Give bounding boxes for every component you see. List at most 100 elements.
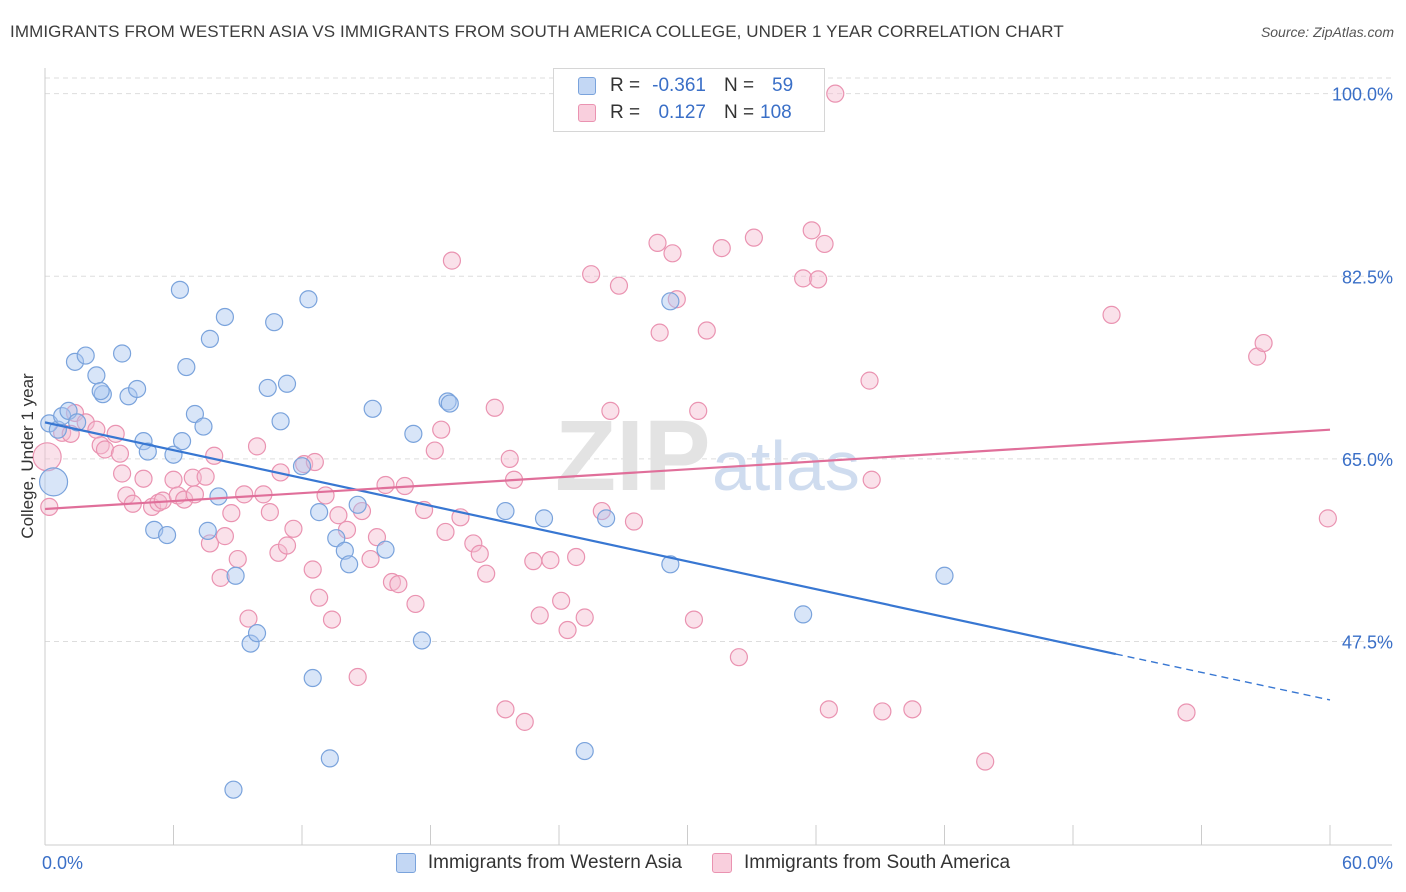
south-america-point (663, 244, 682, 263)
series-legend: Immigrants from Western Asia Immigrants … (0, 852, 1406, 874)
western-asia-point (440, 394, 459, 413)
series-name-western-asia: Immigrants from Western Asia (427, 852, 682, 873)
south-america-point (575, 608, 594, 627)
trend-line-south-america (44, 428, 1331, 511)
western-asia-point (112, 344, 132, 363)
south-america-point (303, 560, 322, 579)
western-asia-point (271, 412, 290, 431)
series-swatch-pink (712, 853, 732, 873)
south-america-point (862, 470, 881, 489)
western-asia-point (185, 404, 205, 424)
trend-lines (44, 421, 1331, 701)
south-america-point (329, 506, 348, 525)
south-america-point (1254, 333, 1273, 353)
south-america-point (477, 564, 496, 583)
western-asia-point (597, 509, 616, 528)
south-america-point (496, 700, 515, 719)
western-asia-point (177, 357, 196, 377)
western-asia-point (348, 495, 367, 514)
legend-swatch-blue (578, 77, 596, 95)
south-america-point (552, 591, 571, 610)
axes (44, 68, 1392, 846)
south-america-point (432, 420, 451, 439)
series-legend-western-asia: Immigrants from Western Asia (395, 852, 682, 874)
south-america-point (284, 519, 303, 538)
south-america-point (582, 265, 601, 284)
series-legend-south-america: Immigrants from South America (712, 852, 1010, 874)
western-asia-point (91, 381, 110, 401)
y-tick-label: 82.5% (1342, 267, 1393, 287)
south-america-point (558, 620, 577, 640)
south-america-point (1318, 509, 1337, 528)
western-asia-point (215, 307, 234, 327)
legend-n-label: N = (724, 75, 755, 96)
western-asia-point (292, 457, 312, 476)
western-asia-point (127, 379, 147, 399)
south-america-point (524, 552, 543, 571)
south-america-point (470, 544, 489, 563)
south-america-point (389, 575, 408, 594)
series-name-south-america: Immigrants from South America (744, 852, 1011, 873)
south-america-point (348, 667, 367, 687)
western-asia-point (277, 374, 297, 393)
western-asia-point (209, 487, 228, 506)
western-asia-point (534, 509, 554, 528)
series-swatch-blue (395, 853, 416, 873)
legend-row-south-america: R = 0.127 N = 108 (578, 100, 792, 126)
western-asia-point (157, 525, 177, 545)
south-america-points (32, 84, 1337, 771)
western-asia-point (661, 555, 680, 574)
western-asia-point (412, 631, 432, 650)
western-asia-point (265, 313, 284, 332)
western-asia-point (172, 432, 192, 451)
south-america-point (903, 700, 922, 719)
south-america-point (744, 228, 763, 247)
legend-n-value: 108 (760, 102, 792, 123)
south-america-point (436, 522, 455, 542)
western-asia-point (258, 378, 277, 398)
trend-line-western-asia (44, 421, 1117, 656)
western-asia-point (198, 521, 217, 540)
legend-r-label: R = (610, 102, 641, 123)
western-asia-point (224, 780, 243, 799)
south-america-point (515, 712, 534, 731)
western-asia-point (376, 540, 395, 559)
western-asia-point (226, 566, 245, 585)
south-america-point (464, 534, 483, 553)
western-asia-point (935, 566, 954, 585)
y-tick-label: 100.0% (1332, 85, 1393, 105)
western-asia-point (38, 467, 69, 497)
south-america-point (609, 276, 629, 295)
western-asia-point (65, 352, 85, 371)
south-america-point (689, 401, 708, 420)
western-asia-point (200, 329, 220, 348)
south-america-point (873, 702, 892, 721)
y-axis-label: College, Under 1 year (18, 373, 37, 539)
south-america-point (95, 440, 115, 459)
western-asia-point (93, 385, 112, 404)
western-asia-point (303, 668, 322, 688)
south-america-point (112, 464, 132, 483)
y-tick-label: 47.5% (1342, 633, 1393, 653)
western-asia-point (340, 555, 359, 574)
south-america-point (110, 444, 130, 463)
south-america-point (500, 449, 519, 468)
south-america-point (485, 398, 504, 417)
south-america-point (809, 270, 828, 289)
south-america-point (322, 610, 342, 629)
legend-r-value: -0.361 (652, 75, 706, 96)
western-asia-point (794, 605, 813, 624)
western-asia-point (496, 501, 515, 521)
south-america-point (729, 648, 749, 667)
x-tick-label-max: 60.0% (1342, 853, 1393, 873)
western-asia-point (575, 741, 594, 761)
south-america-point (815, 234, 834, 254)
western-asia-point (327, 529, 346, 548)
western-asia-point (87, 366, 106, 385)
western-asia-point (661, 292, 680, 311)
south-america-point (794, 269, 813, 288)
y-tick-label: 65.0% (1342, 450, 1393, 470)
western-asia-point (68, 413, 87, 432)
south-america-point (697, 321, 716, 340)
chart-title: IMMIGRANTS FROM WESTERN ASIA VS IMMIGRAN… (10, 22, 1064, 41)
